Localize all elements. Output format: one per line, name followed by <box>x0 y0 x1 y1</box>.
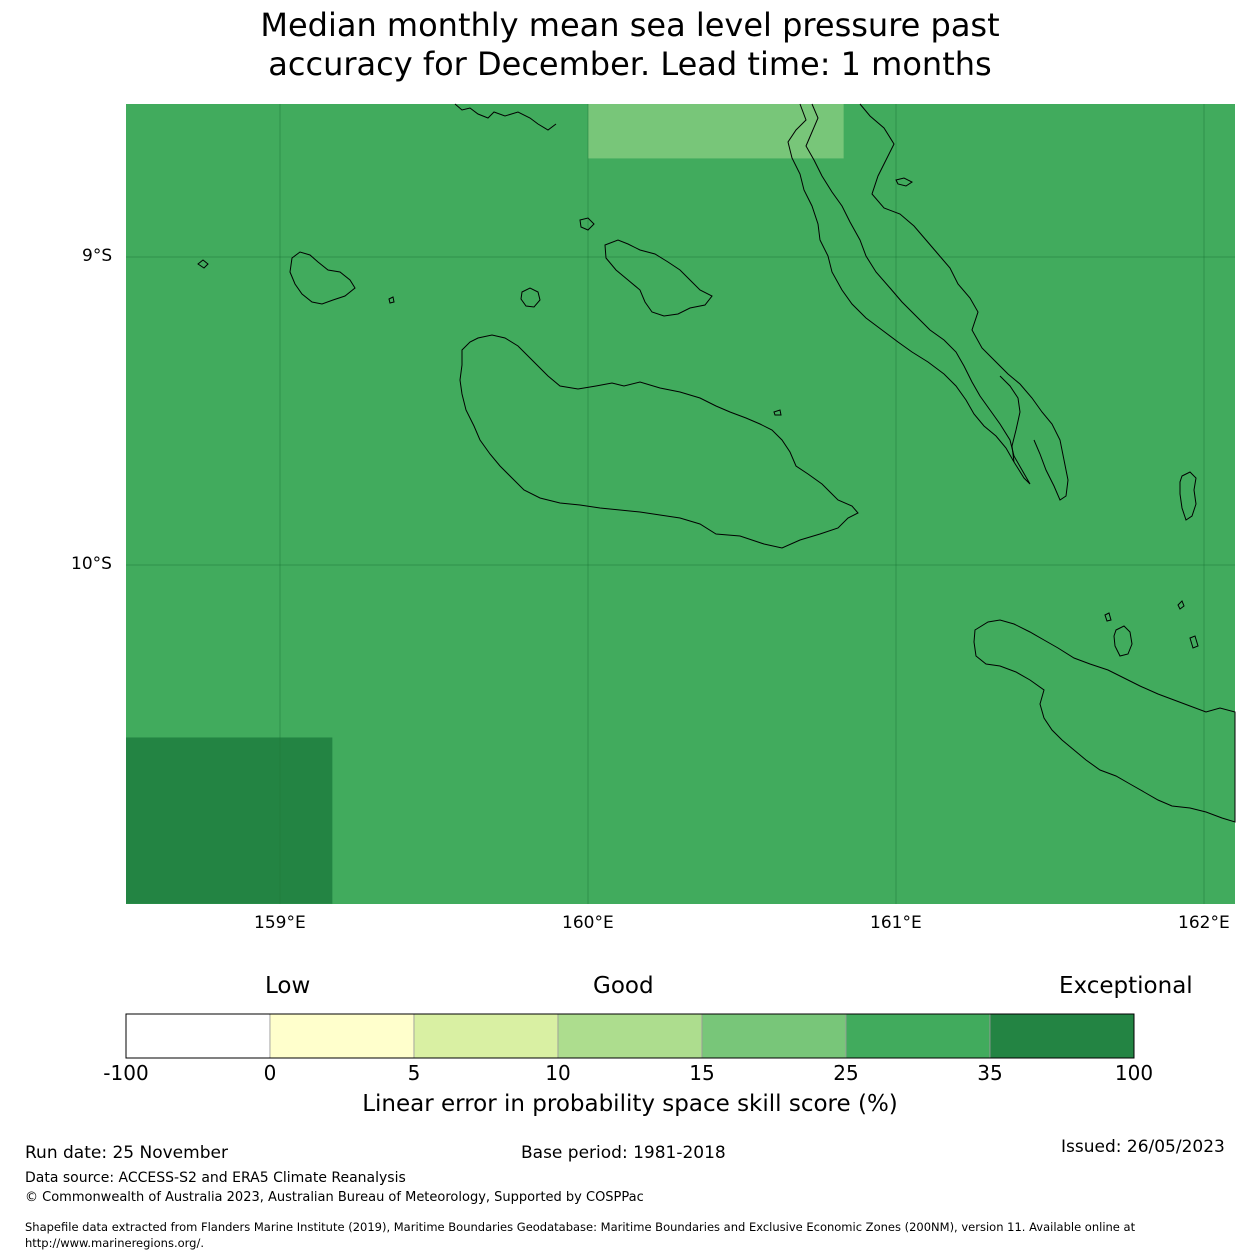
coastline-santa-isabel <box>787 103 1031 485</box>
lon-label-162e: 162°E <box>1178 913 1230 933</box>
coastline-florida-islands <box>604 239 713 317</box>
lon-label-160e: 160°E <box>562 913 614 933</box>
skill-cell-15-25 <box>588 104 844 159</box>
colorbar-tick-label: 100 <box>1114 1061 1154 1085</box>
colorbar-segment-6 <box>989 1013 1135 1059</box>
colorbar-label-low: Low <box>265 973 311 999</box>
colorbar-tick-label: 5 <box>407 1061 421 1085</box>
map-title: Median monthly mean sea level pressure p… <box>0 6 1260 84</box>
coastline-isabel-east <box>859 103 1069 501</box>
coastline-small-islet-west <box>197 259 209 269</box>
colorbar-tick-label: 0 <box>263 1061 277 1085</box>
colorbar-tick-label: 15 <box>689 1061 715 1085</box>
colorbar-label-exceptional: Exceptional <box>1059 973 1193 999</box>
coastline-islet-5 <box>1177 600 1185 610</box>
coastline-savo-island <box>520 287 541 308</box>
run-date: Run date: 25 November <box>25 1143 228 1163</box>
coastline-russell-islands <box>289 251 356 305</box>
shapefile-credit-line-1: Shapefile data extracted from Flanders M… <box>25 1220 1136 1234</box>
colorbar-border <box>125 1013 1135 1059</box>
title-line-2: accuracy for December. Lead time: 1 mont… <box>268 45 992 83</box>
copyright: © Commonwealth of Australia 2023, Austra… <box>25 1190 644 1205</box>
base-period: Base period: 1981-2018 <box>521 1143 726 1163</box>
shapefile-credit-line-2: http://www.marineregions.org/. <box>25 1236 204 1250</box>
colorbar-segment-3 <box>557 1013 703 1059</box>
skill-cell-35-100 <box>126 737 333 904</box>
colorbar-title: Linear error in probability space skill … <box>362 1091 898 1117</box>
issued-date: Issued: 26/05/2023 <box>1061 1137 1225 1157</box>
lat-label-10s: 10°S <box>71 554 112 574</box>
coastlines <box>197 103 1236 823</box>
lon-label-159e: 159°E <box>254 913 306 933</box>
lon-label-161e: 161°E <box>870 913 922 933</box>
colorbar-tick-label: -100 <box>103 1061 149 1085</box>
coastline-east-islet <box>1179 471 1197 521</box>
coastline-small-north-islet <box>895 177 913 187</box>
colorbar-label-good: Good <box>593 973 654 999</box>
colorbar-segment-5 <box>845 1013 991 1059</box>
data-source: Data source: ACCESS-S2 and ERA5 Climate … <box>25 1170 406 1186</box>
coastline-malaita-south <box>973 619 1236 823</box>
colorbar-tick-label: 10 <box>545 1061 571 1085</box>
coastline-isabel-inlet <box>999 375 1021 463</box>
coastline-small-island-malaita <box>1113 625 1133 657</box>
gridlines <box>126 104 1235 904</box>
colorbar-segment-2 <box>413 1013 559 1059</box>
coastline-islet-4 <box>1104 612 1112 622</box>
colorbar <box>125 1013 1135 1059</box>
colorbar-segment-1 <box>269 1013 415 1059</box>
title-line-1: Median monthly mean sea level pressure p… <box>260 6 1000 44</box>
coastline-north-coast <box>454 103 557 131</box>
coastline-guadalcanal <box>459 334 859 549</box>
coastline-islet-6 <box>1189 635 1199 649</box>
colorbar-segment-0 <box>125 1013 271 1059</box>
lat-label-9s: 9°S <box>82 246 113 266</box>
colorbar-segment-4 <box>701 1013 847 1059</box>
coastline-islet-2 <box>388 296 395 304</box>
coastline-islet-1 <box>579 217 595 231</box>
colorbar-tick-label: 25 <box>833 1061 859 1085</box>
coastline-islet-3 <box>773 409 782 416</box>
colorbar-tick-label: 35 <box>977 1061 1003 1085</box>
